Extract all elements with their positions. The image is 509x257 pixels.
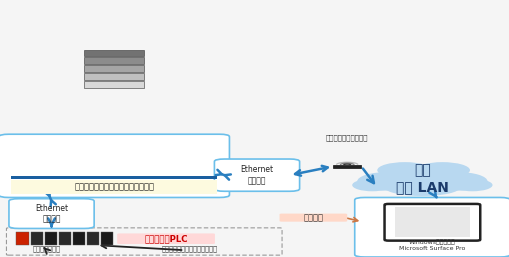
Ellipse shape [428, 172, 488, 191]
Text: Ethernet
（有線）: Ethernet （有線） [240, 165, 273, 185]
FancyBboxPatch shape [117, 233, 215, 244]
Bar [84, 58, 144, 64]
Bar [394, 207, 470, 237]
Bar [73, 232, 85, 245]
Text: Windowsタブレット
Microsoft Surface Pro: Windowsタブレット Microsoft Surface Pro [399, 240, 466, 251]
Bar [84, 73, 144, 80]
Bar [84, 65, 144, 72]
Ellipse shape [377, 162, 432, 178]
FancyBboxPatch shape [9, 199, 94, 228]
Bar [333, 165, 361, 168]
Bar [101, 232, 113, 245]
FancyBboxPatch shape [355, 197, 509, 257]
Bar [16, 232, 29, 245]
FancyBboxPatch shape [279, 214, 347, 222]
Bar [84, 50, 144, 57]
Text: データ収集PLC: データ収集PLC [145, 234, 188, 243]
Ellipse shape [352, 179, 392, 191]
FancyBboxPatch shape [214, 159, 300, 191]
Bar [44, 232, 57, 245]
Ellipse shape [357, 172, 417, 191]
Ellipse shape [385, 179, 460, 196]
Bar [12, 180, 217, 194]
Text: 給気・排気ファン、空調機器類: 給気・排気ファン、空調機器類 [161, 245, 217, 252]
Text: 統合型監視システム・制御系サーバ: 統合型監視システム・制御系サーバ [74, 183, 154, 192]
Bar [84, 81, 144, 88]
Bar [59, 232, 71, 245]
FancyBboxPatch shape [384, 204, 480, 241]
Text: Ethernet
（有線）: Ethernet （有線） [35, 204, 68, 224]
Text: 画面表示: 画面表示 [303, 213, 323, 222]
Ellipse shape [453, 179, 493, 191]
FancyBboxPatch shape [7, 228, 282, 255]
Text: 温湿度、室圧等: 温湿度、室圧等 [33, 245, 61, 252]
Bar [12, 176, 217, 179]
Text: 無線アクセスポイント: 無線アクセスポイント [326, 135, 369, 141]
Ellipse shape [380, 165, 465, 190]
Bar [87, 232, 99, 245]
Text: 構内
無線 LAN: 構内 無線 LAN [396, 163, 449, 195]
Bar [31, 232, 43, 245]
Ellipse shape [415, 162, 470, 178]
FancyBboxPatch shape [0, 134, 230, 197]
